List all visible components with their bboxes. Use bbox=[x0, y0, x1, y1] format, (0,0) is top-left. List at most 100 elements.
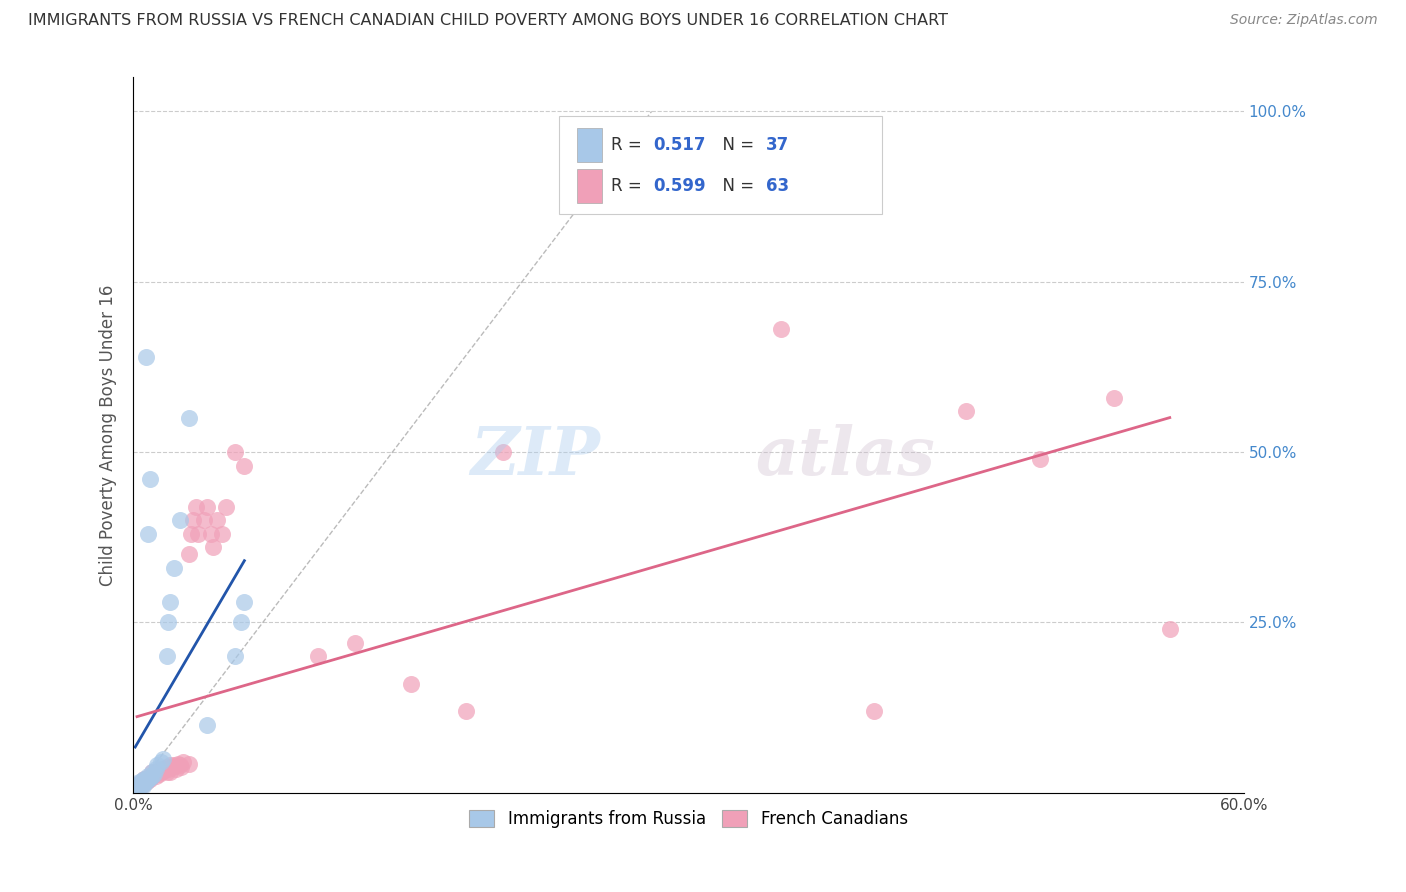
Point bbox=[156, 649, 179, 664]
Point bbox=[146, 758, 169, 772]
Point bbox=[177, 547, 200, 561]
Point bbox=[169, 513, 191, 527]
Point bbox=[195, 500, 218, 514]
Point bbox=[201, 541, 224, 555]
Point bbox=[165, 762, 187, 776]
Point bbox=[129, 779, 152, 793]
Point bbox=[215, 500, 238, 514]
Point bbox=[163, 758, 186, 772]
Point bbox=[229, 615, 252, 630]
Point bbox=[152, 764, 174, 778]
Point bbox=[141, 765, 163, 780]
Text: Source: ZipAtlas.com: Source: ZipAtlas.com bbox=[1230, 13, 1378, 28]
Point bbox=[131, 779, 153, 793]
Text: 37: 37 bbox=[766, 136, 789, 153]
Point bbox=[456, 704, 478, 718]
Point bbox=[131, 773, 153, 788]
Point bbox=[136, 771, 159, 785]
Text: 0.599: 0.599 bbox=[654, 177, 706, 194]
Point bbox=[211, 526, 233, 541]
Text: ZIP: ZIP bbox=[470, 424, 600, 489]
Point bbox=[128, 777, 150, 791]
Point bbox=[134, 772, 156, 786]
Point bbox=[205, 513, 228, 527]
Point bbox=[181, 513, 204, 527]
Point bbox=[125, 779, 148, 793]
Point bbox=[344, 636, 367, 650]
Point bbox=[145, 765, 167, 780]
Point bbox=[1029, 451, 1052, 466]
Point bbox=[136, 773, 159, 788]
Point bbox=[128, 780, 150, 795]
Point bbox=[141, 765, 163, 780]
Point bbox=[233, 458, 256, 473]
Point bbox=[163, 561, 186, 575]
Point bbox=[131, 777, 153, 791]
Point bbox=[399, 676, 422, 690]
Text: R =: R = bbox=[612, 177, 647, 194]
Point bbox=[150, 762, 173, 776]
Point bbox=[145, 762, 167, 776]
Point bbox=[134, 773, 156, 788]
Text: N =: N = bbox=[713, 177, 759, 194]
Point bbox=[146, 764, 169, 778]
Text: N =: N = bbox=[713, 136, 759, 153]
Point bbox=[153, 762, 176, 776]
Point bbox=[128, 777, 150, 791]
Point bbox=[125, 782, 148, 797]
Point bbox=[156, 765, 179, 780]
Point bbox=[124, 782, 146, 797]
Point bbox=[141, 769, 163, 783]
Point bbox=[128, 775, 150, 789]
Text: atlas: atlas bbox=[755, 424, 935, 489]
Point bbox=[166, 757, 188, 772]
Text: R =: R = bbox=[612, 136, 647, 153]
Point bbox=[224, 649, 246, 664]
Point bbox=[492, 445, 515, 459]
Point bbox=[169, 758, 191, 772]
Point bbox=[139, 772, 162, 786]
Point bbox=[142, 766, 165, 780]
Point bbox=[159, 758, 181, 772]
Point bbox=[307, 649, 329, 664]
Point bbox=[131, 775, 153, 789]
Point bbox=[200, 526, 222, 541]
Point bbox=[135, 350, 157, 364]
Point bbox=[233, 595, 256, 609]
Point bbox=[955, 404, 977, 418]
Point bbox=[129, 775, 152, 789]
Point bbox=[135, 772, 157, 786]
Point bbox=[186, 500, 208, 514]
Point bbox=[180, 526, 202, 541]
Point bbox=[157, 762, 180, 776]
Text: IMMIGRANTS FROM RUSSIA VS FRENCH CANADIAN CHILD POVERTY AMONG BOYS UNDER 16 CORR: IMMIGRANTS FROM RUSSIA VS FRENCH CANADIA… bbox=[28, 13, 948, 29]
Point bbox=[1102, 391, 1125, 405]
Point bbox=[131, 777, 153, 791]
Point bbox=[156, 760, 179, 774]
Point bbox=[134, 772, 156, 786]
Point bbox=[177, 411, 200, 425]
Point bbox=[139, 771, 162, 785]
Y-axis label: Child Poverty Among Boys Under 16: Child Poverty Among Boys Under 16 bbox=[100, 285, 117, 586]
Point bbox=[187, 526, 209, 541]
Point bbox=[139, 472, 162, 486]
Point bbox=[135, 773, 157, 788]
Point bbox=[152, 751, 174, 765]
Point bbox=[224, 445, 246, 459]
Point bbox=[150, 765, 173, 780]
Text: 0.517: 0.517 bbox=[654, 136, 706, 153]
Point bbox=[1159, 622, 1181, 636]
Point bbox=[159, 595, 181, 609]
Point bbox=[159, 765, 181, 780]
Legend: Immigrants from Russia, French Canadians: Immigrants from Russia, French Canadians bbox=[463, 803, 914, 834]
Point bbox=[150, 755, 173, 769]
Point bbox=[142, 766, 165, 780]
Point bbox=[125, 780, 148, 795]
Text: 63: 63 bbox=[766, 177, 789, 194]
Point bbox=[136, 769, 159, 783]
Point bbox=[141, 769, 163, 783]
Point bbox=[145, 769, 167, 783]
Point bbox=[862, 704, 884, 718]
Point bbox=[195, 717, 218, 731]
Point bbox=[160, 760, 183, 774]
